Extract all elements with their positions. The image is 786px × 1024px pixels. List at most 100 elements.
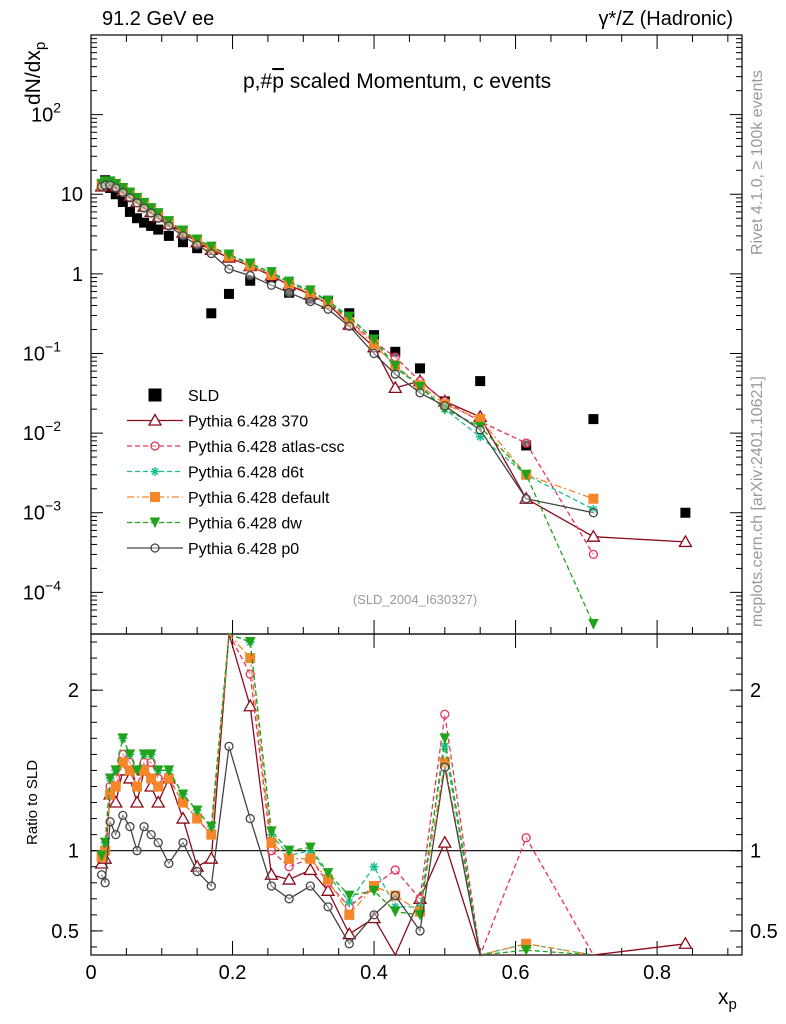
ratio-point-pythia-6-428-atlas-csc — [266, 846, 277, 856]
ratio-point-pythia-6-428-default — [266, 837, 277, 848]
ratio-point-pythia-6-428-dw — [205, 821, 217, 833]
data-point-pythia-6-428-dw — [368, 334, 380, 346]
ratio-point-pythia-6-428-dw — [322, 868, 334, 879]
ratio-point-pythia-6-428-p0 — [146, 829, 156, 840]
ratio-point-pythia-6-428-dw — [520, 945, 532, 956]
main-ytick-label: 1 — [72, 264, 83, 286]
legend-marker-pythia-6-428-p0 — [150, 543, 160, 553]
chart-title-part-a: p,# — [243, 70, 273, 93]
data-point-pythia-6-428-dw — [389, 360, 401, 372]
xtick-label: 0.4 — [360, 962, 388, 984]
data-point-pythia-6-428-dw — [223, 249, 235, 261]
data-point-pythia-6-428-p0 — [266, 280, 277, 290]
ratio-point-pythia-6-428-p0 — [132, 846, 142, 856]
ratio-point-pythia-6-428-dw — [124, 749, 136, 760]
ratio-point-pythia-6-428-p0 — [96, 870, 107, 880]
ratio-point-pythia-6-428-p0 — [125, 821, 135, 832]
ratio-series-pythia-6-428-p0 — [96, 741, 594, 956]
data-point-pythia-6-428-dw — [322, 295, 334, 307]
ratio-ytick-label-right: 2 — [750, 680, 761, 702]
data-point-pythia-6-428-370 — [586, 529, 601, 542]
main-ytick-exp: −1 — [45, 338, 61, 354]
ratio-point-pythia-6-428-p0 — [305, 881, 316, 891]
data-point-pythia-6-428-dw — [138, 197, 150, 209]
main-ytick-base: 10 — [23, 582, 45, 604]
ratio-point-pythia-6-428-370 — [151, 795, 166, 808]
ratio-point-pythia-6-428-p0 — [192, 866, 202, 877]
main-ytick-label: 10−3 — [23, 498, 61, 525]
data-point-pythia-6-428-atlas-csc — [390, 352, 400, 362]
ratio-point-pythia-6-428-p0 — [100, 878, 110, 888]
legend-item-pythia-6-428-dw: Pythia 6.428 dw — [127, 516, 302, 533]
legend-item-pythia-6-428-p0: Pythia 6.428 p0 — [127, 541, 299, 558]
ratio-point-pythia-6-428-p0 — [153, 838, 163, 848]
chart-title: p,#p scaled Momentum, c events — [243, 70, 551, 93]
ratio-point-pythia-6-428-p0 — [390, 890, 400, 901]
series-line-pythia-6-428-default — [101, 181, 594, 500]
xlabel: xp — [718, 986, 737, 1013]
ratio-point-pythia-6-428-default — [117, 757, 128, 768]
ratio-ylabel: Ratio to SLD — [24, 760, 41, 845]
data-point-pythia-6-428-p0 — [415, 388, 425, 398]
main-ytick-label: 102 — [31, 100, 61, 127]
legend-marker-pythia-6-428-d6t — [150, 467, 160, 476]
ratio-point-pythia-6-428-p0 — [224, 741, 234, 751]
ratio-point-pythia-6-428-dw — [244, 637, 256, 648]
xtick-label: 0.8 — [643, 962, 671, 984]
data-point-pythia-6-428-370 — [678, 534, 693, 548]
ratio-point-pythia-6-428-p0 — [118, 810, 128, 821]
data-point-pythia-6-428-dw — [163, 216, 175, 227]
x-ticks: 0 0.2 0.4 0.6 0.8 — [85, 35, 729, 984]
data-point-pythia-6-428-dw — [266, 267, 277, 278]
ratio-point-pythia-6-428-dw — [117, 733, 129, 744]
data-point-pythia-6-428-p0 — [390, 369, 400, 379]
legend-marker-pythia-6-428-d6t-stroke — [151, 467, 159, 476]
xlabel-sub: p — [729, 996, 737, 1013]
ratio-ytick-label-right: 0.5 — [750, 921, 778, 943]
main-ytick-exp: −2 — [45, 418, 61, 434]
ratio-point-pythia-6-428-p0 — [284, 894, 294, 904]
ratio-point-pythia-6-428-370 — [342, 926, 357, 940]
ratio-point-pythia-6-428-dw — [439, 733, 451, 744]
ratio-point-pythia-6-428-p0 — [164, 858, 174, 869]
data-point-sld — [680, 507, 691, 518]
legend-label-pythia-6-428-370: Pythia 6.428 370 — [188, 414, 308, 431]
data-point-pythia-6-428-dw — [343, 311, 355, 323]
ratio-point-pythia-6-428-370 — [678, 936, 693, 949]
data-point-pythia-6-428-dw — [283, 276, 295, 288]
data-point-pythia-6-428-p0 — [369, 348, 379, 359]
main-ytick-base: 10 — [31, 105, 53, 127]
data-point-pythia-6-428-dw — [152, 208, 164, 219]
data-point-pythia-6-428-dw — [414, 381, 426, 393]
ratio-point-pythia-6-428-dw — [191, 805, 203, 817]
ratio-point-pythia-6-428-370 — [175, 811, 191, 824]
ratio-point-pythia-6-428-dw — [283, 845, 295, 857]
main-ytick-exp: −3 — [45, 498, 61, 514]
ratio-point-pythia-6-428-p0 — [139, 821, 149, 832]
data-point-pythia-6-428-dw — [588, 619, 599, 630]
ratio-point-pythia-6-428-dw — [138, 749, 150, 760]
legend-marker-sld — [148, 388, 162, 402]
ratio-point-pythia-6-428-atlas-csc — [440, 709, 450, 719]
ratio-line-pythia-6-428-p0 — [101, 746, 594, 956]
data-point-pythia-6-428-p0 — [146, 208, 156, 218]
xtick-label: 0.6 — [502, 962, 530, 984]
data-point-sld — [415, 363, 426, 374]
data-point-pythia-6-428-p0 — [125, 193, 135, 203]
header-right-label: γ*/Z (Hadronic) — [599, 8, 733, 30]
ratio-point-pythia-6-428-p0 — [266, 881, 277, 891]
ratio-point-pythia-6-428-atlas-csc — [284, 862, 294, 872]
ratio-ytick-label-left: 0.5 — [51, 921, 79, 943]
data-point-sld — [163, 230, 174, 241]
main-ytick-label: 10−1 — [23, 338, 61, 365]
legend-item-pythia-6-428-default: Pythia 6.428 default — [127, 490, 330, 507]
ratio-point-pythia-6-428-atlas-csc — [521, 833, 531, 843]
data-point-pythia-6-428-dw — [191, 234, 203, 246]
ratio-point-pythia-6-428-370 — [108, 795, 123, 808]
chart-title-part-c: scaled Momentum, c events — [284, 70, 551, 93]
main-ytick-base: 10 — [23, 503, 45, 525]
ratio-point-pythia-6-428-p0 — [105, 817, 115, 827]
legend-item-pythia-6-428-370: Pythia 6.428 370 — [127, 413, 308, 431]
series-pythia-6-428-p0 — [96, 180, 599, 518]
